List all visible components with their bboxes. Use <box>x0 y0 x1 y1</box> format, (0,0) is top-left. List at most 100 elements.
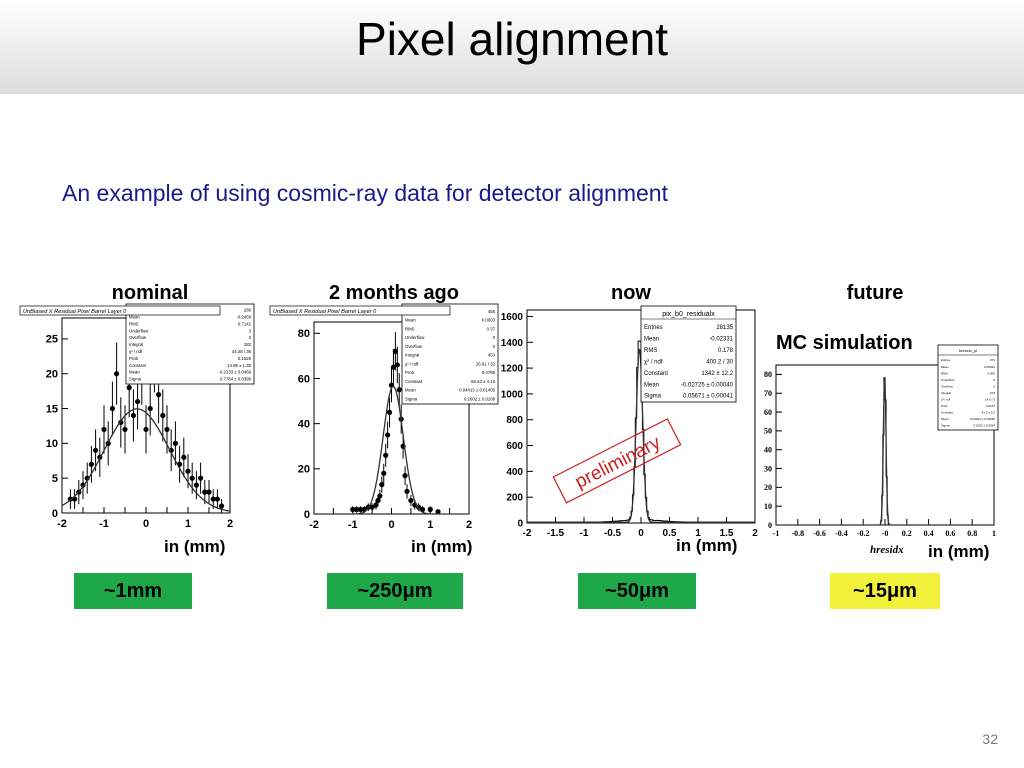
x-tick-label: 0.6 <box>945 529 955 538</box>
resolution-label-2-months-ago: ~250μm <box>357 579 433 602</box>
data-point <box>189 475 195 481</box>
data-point <box>109 405 115 412</box>
stats-label: Underflow <box>129 328 149 333</box>
data-point <box>147 405 153 412</box>
histogram-nominal: 0510152025-2-1012Entries286Mean-0.2459RM… <box>19 303 255 556</box>
stats-value: 0.4785 <box>482 370 496 375</box>
stats-label: Overflow <box>941 384 954 388</box>
fit-curve <box>314 385 469 515</box>
y-tick-label: 1400 <box>501 338 524 349</box>
y-tick-label: 0 <box>52 508 58 520</box>
x-axis-unit-label: in (mm) <box>676 536 737 555</box>
stats-label: Mean <box>405 318 416 323</box>
stats-value: 0.178 <box>718 348 734 354</box>
stats-value: 453 <box>488 353 496 358</box>
data-point <box>350 506 356 513</box>
y-tick-label: 5 <box>52 473 58 485</box>
stats-label: RMS <box>405 326 415 331</box>
data-point <box>156 392 162 398</box>
stats-label: Constant <box>129 363 147 368</box>
histogram-title: UnBiased X Residual Pixel Barrel Layer 0 <box>273 309 377 315</box>
data-point <box>394 362 400 368</box>
stats-value: -0.2459 <box>236 314 251 319</box>
stats-value: 56.53 ± 4.13 <box>471 379 495 384</box>
y-tick-label: 10 <box>764 502 772 511</box>
y-tick-label: 25 <box>46 334 58 346</box>
resolution-box-now: ~50μm <box>578 573 696 609</box>
y-tick-label: 70 <box>764 389 772 398</box>
stats-label: Integral <box>129 342 143 347</box>
x-tick-label: -2 <box>523 528 532 539</box>
data-point <box>181 454 187 460</box>
stats-label: Sigma <box>129 377 142 382</box>
data-point <box>126 385 132 391</box>
stats-label: Constant <box>644 371 668 377</box>
y-tick-label: 15 <box>46 403 58 415</box>
stats-label: Constant <box>405 379 423 384</box>
data-point <box>402 473 408 479</box>
stats-value: 0.37 <box>487 326 496 331</box>
x-tick-label: 1.5 <box>720 528 734 539</box>
y-tick-label: 600 <box>506 441 523 452</box>
stats-value: 3 <box>249 328 252 333</box>
stats-value: 0.0003 <box>482 318 496 323</box>
stats-value: -0.2133 ± 0.0469 <box>219 370 252 375</box>
data-point <box>164 426 170 433</box>
x-tick-label: -0.6 <box>813 529 826 538</box>
x-tick-label: 0 <box>638 528 644 539</box>
stats-value: 0.04413 ± 0.01405 <box>459 388 495 393</box>
y-tick-label: 50 <box>764 427 772 436</box>
x-tick-label: -2 <box>57 518 67 530</box>
stats-value: 0 <box>493 344 496 349</box>
stats-value: -0.02725 ± 0.00040 <box>681 382 734 388</box>
stats-label: Mean <box>129 370 140 375</box>
data-point <box>143 426 149 433</box>
data-point <box>210 496 216 502</box>
stats-label: Overflow <box>129 335 147 340</box>
data-point <box>130 412 136 419</box>
data-point <box>202 489 208 495</box>
stats-value: 1342 ± 12.2 <box>701 371 733 377</box>
stats-label: Prob <box>941 404 948 408</box>
data-point <box>93 447 99 453</box>
stats-value: 14.0 / 5 <box>985 398 995 402</box>
slide-title: Pixel alignment <box>356 13 668 65</box>
stats-box-title: hresidx_pi <box>959 348 977 353</box>
stats-label: Integral <box>941 391 951 395</box>
data-point <box>135 398 141 405</box>
x-tick-label: 1 <box>992 529 996 538</box>
x-tick-label: 0 <box>143 518 149 530</box>
x-tick-label: 0 <box>388 519 394 531</box>
stats-label: Sigma <box>405 396 418 401</box>
histogram-title-box <box>269 305 451 316</box>
preliminary-stamp-border <box>552 418 682 504</box>
y-tick-label: 10 <box>46 438 58 450</box>
resolution-label-nominal: ~1mm <box>103 579 163 602</box>
stats-box <box>125 303 255 385</box>
stats-box <box>401 303 499 405</box>
x-axis-unit-label: in (mm) <box>164 537 225 556</box>
data-point <box>383 452 389 458</box>
data-point <box>375 497 381 504</box>
stats-label: Mean <box>405 388 416 393</box>
stats-label: Underflow <box>405 335 425 340</box>
data-point <box>172 440 178 446</box>
x-tick-label: -1 <box>348 519 358 531</box>
x-tick-label: -1 <box>580 528 589 539</box>
stats-value: 282 <box>244 342 252 347</box>
fit-curve <box>776 378 994 526</box>
panel-heading-now: now <box>611 282 651 304</box>
data-point <box>114 371 120 377</box>
x-tick-label: -0.4 <box>835 529 848 538</box>
x-tick-label: 0.8 <box>967 529 977 538</box>
data-point <box>357 506 364 513</box>
stats-value: 81.2 ± 5.2 <box>982 411 996 415</box>
panel-heading-future: future <box>846 282 904 304</box>
y-tick-label: 80 <box>298 328 310 340</box>
y-tick-label: 30 <box>764 464 772 473</box>
x-tick-label: 1 <box>427 519 433 531</box>
stats-value: 0 <box>493 335 496 340</box>
stats-value: 0.1526 <box>238 356 252 361</box>
data-point <box>206 489 212 495</box>
stats-label: χ² / ndf <box>644 359 663 365</box>
